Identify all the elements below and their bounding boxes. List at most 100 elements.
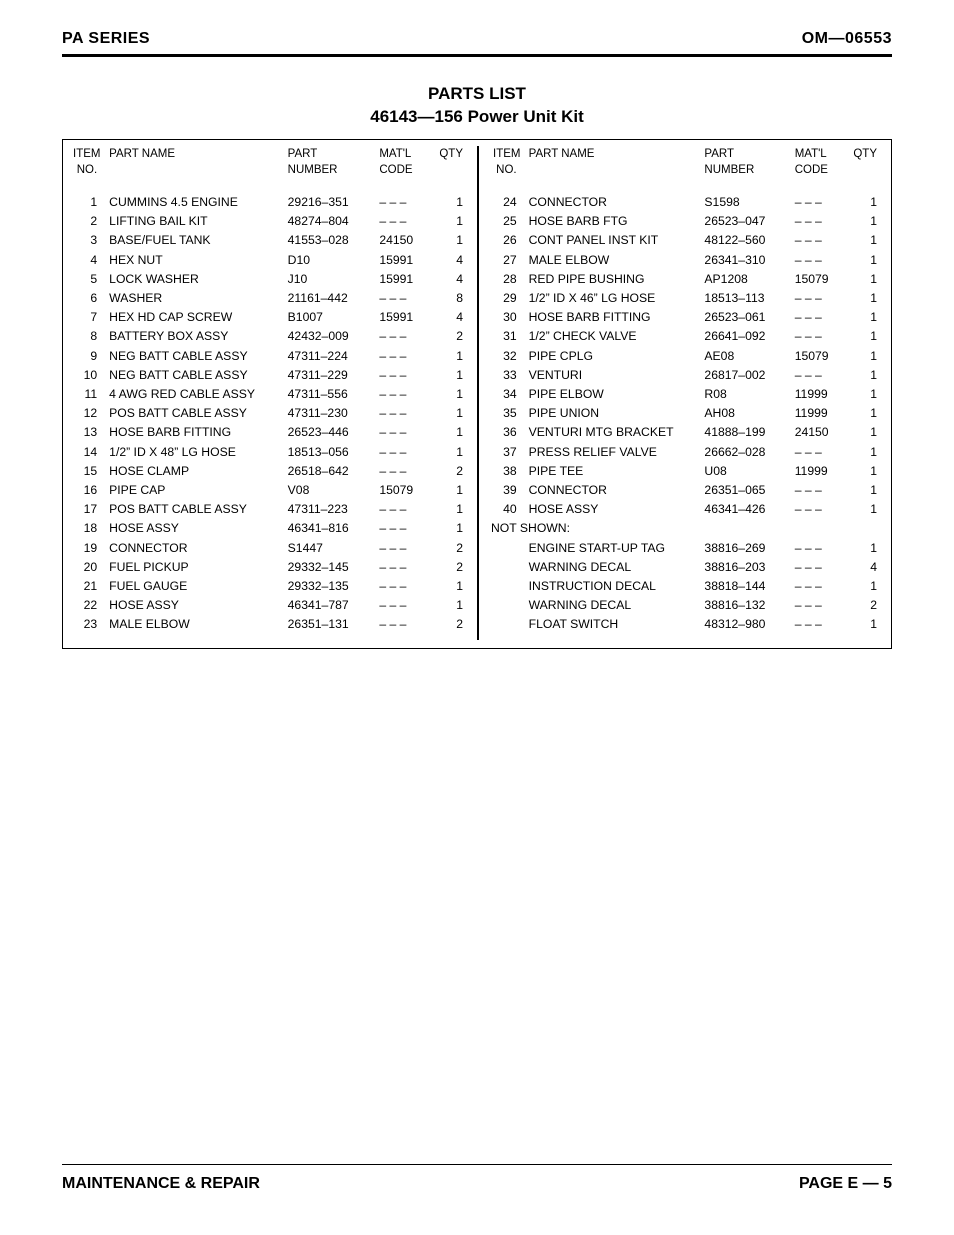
- cell-qty: 1: [847, 212, 883, 231]
- cell-qty: 1: [433, 442, 469, 461]
- cell-matl-code: – – –: [377, 500, 432, 519]
- cell-part-name: 1/2” ID X 46” LG HOSE: [527, 289, 703, 308]
- cell-qty: 1: [847, 577, 883, 596]
- cell-part-name: FUEL PICKUP: [107, 558, 285, 577]
- cell-item-no: 2: [71, 212, 107, 231]
- cell-part-name: VENTURI MTG BRACKET: [527, 423, 703, 442]
- hdr-part: PARTNUMBER: [286, 146, 378, 193]
- table-row: 114 AWG RED CABLE ASSY47311–556– – –1: [71, 385, 469, 404]
- cell-item-no: 22: [71, 596, 107, 615]
- table-row: 28RED PIPE BUSHINGAP1208150791: [491, 270, 883, 289]
- cell-part-name: CUMMINS 4.5 ENGINE: [107, 193, 285, 212]
- cell-matl-code: – – –: [793, 308, 848, 327]
- parts-column-right: ITEMNO. PART NAME PARTNUMBER MAT'LCODE Q…: [477, 146, 883, 635]
- cell-matl-code: – – –: [793, 596, 848, 615]
- cell-part-name: PIPE CAP: [107, 481, 285, 500]
- cell-part-number: U08: [702, 462, 792, 481]
- cell-matl-code: – – –: [793, 481, 848, 500]
- cell-matl-code: – – –: [377, 558, 432, 577]
- cell-matl-code: – – –: [377, 193, 432, 212]
- cell-part-number: 48274–804: [286, 212, 378, 231]
- cell-part-name: CONNECTOR: [527, 481, 703, 500]
- cell-qty: 1: [847, 250, 883, 269]
- cell-item-no: 20: [71, 558, 107, 577]
- table-row: 19CONNECTORS1447– – –2: [71, 538, 469, 557]
- cell-item-no: 35: [491, 404, 527, 423]
- cell-item-no: 1: [71, 193, 107, 212]
- cell-part-name: MALE ELBOW: [527, 250, 703, 269]
- parts-table-right: ITEMNO. PART NAME PARTNUMBER MAT'LCODE Q…: [491, 146, 883, 635]
- cell-matl-code: – – –: [793, 577, 848, 596]
- cell-part-number: 26523–446: [286, 423, 378, 442]
- table-row: 10NEG BATT CABLE ASSY47311–229– – –1: [71, 366, 469, 385]
- cell-part-name: FUEL GAUGE: [107, 577, 285, 596]
- cell-part-name: WARNING DECAL: [527, 596, 703, 615]
- cell-qty: 1: [847, 346, 883, 365]
- cell-matl-code: – – –: [793, 500, 848, 519]
- cell-qty: 1: [847, 423, 883, 442]
- cell-qty: 1: [433, 193, 469, 212]
- cell-item-no: 26: [491, 231, 527, 250]
- cell-part-name: NEG BATT CABLE ASSY: [107, 366, 285, 385]
- cell-item-no: 30: [491, 308, 527, 327]
- cell-qty: 1: [433, 404, 469, 423]
- cell-qty: 2: [847, 596, 883, 615]
- table-row: 3BASE/FUEL TANK41553–028241501: [71, 231, 469, 250]
- parts-table-frame: ITEMNO. PART NAME PARTNUMBER MAT'LCODE Q…: [62, 139, 892, 650]
- cell-part-number: 26817–002: [702, 366, 792, 385]
- cell-part-number: AP1208: [702, 270, 792, 289]
- cell-part-name: HOSE BARB FITTING: [107, 423, 285, 442]
- parts-column-left: ITEMNO. PART NAME PARTNUMBER MAT'LCODE Q…: [71, 146, 477, 635]
- cell-part-number: 48312–980: [702, 615, 792, 634]
- cell-qty: 2: [433, 615, 469, 634]
- cell-item-no: 3: [71, 231, 107, 250]
- cell-part-number: 47311–556: [286, 385, 378, 404]
- title-line1: PARTS LIST: [62, 83, 892, 106]
- cell-part-number: V08: [286, 481, 378, 500]
- footer-bar: MAINTENANCE & REPAIR PAGE E — 5: [62, 1164, 892, 1193]
- table-row: 24CONNECTORS1598– – –1: [491, 193, 883, 212]
- cell-matl-code: – – –: [377, 577, 432, 596]
- cell-qty: 1: [433, 577, 469, 596]
- cell-qty: 1: [433, 596, 469, 615]
- cell-part-name: WASHER: [107, 289, 285, 308]
- hdr-name: PART NAME: [527, 146, 703, 193]
- cell-qty: 1: [847, 270, 883, 289]
- page: PA SERIES OM—06553 PARTS LIST 46143—156 …: [0, 0, 954, 1235]
- table-row: 40HOSE ASSY46341–426– – –1: [491, 500, 883, 519]
- table-row: 27MALE ELBOW26341–310– – –1: [491, 250, 883, 269]
- cell-part-number: B1007: [286, 308, 378, 327]
- cell-item-no: 6: [71, 289, 107, 308]
- cell-qty: 2: [433, 327, 469, 346]
- cell-item-no: 5: [71, 270, 107, 289]
- cell-part-name: 4 AWG RED CABLE ASSY: [107, 385, 285, 404]
- cell-matl-code: – – –: [377, 327, 432, 346]
- table-row: WARNING DECAL38816–132– – –2: [491, 596, 883, 615]
- cell-qty: 2: [433, 538, 469, 557]
- cell-part-number: 38818–144: [702, 577, 792, 596]
- cell-part-name: BASE/FUEL TANK: [107, 231, 285, 250]
- cell-part-name: CONNECTOR: [527, 193, 703, 212]
- cell-qty: 1: [847, 193, 883, 212]
- cell-part-number: 38816–203: [702, 558, 792, 577]
- cell-qty: 4: [433, 250, 469, 269]
- cell-part-number: 26341–310: [702, 250, 792, 269]
- table-row: 23MALE ELBOW26351–131– – –2: [71, 615, 469, 634]
- cell-part-number: 41888–199: [702, 423, 792, 442]
- hdr-part: PARTNUMBER: [702, 146, 792, 193]
- table-row: 25HOSE BARB FTG26523–047– – –1: [491, 212, 883, 231]
- cell-matl-code: – – –: [377, 423, 432, 442]
- table-row: 37PRESS RELIEF VALVE26662–028– – –1: [491, 442, 883, 461]
- table-row: 9NEG BATT CABLE ASSY47311–224– – –1: [71, 346, 469, 365]
- cell-part-name: PIPE ELBOW: [527, 385, 703, 404]
- cell-part-number: D10: [286, 250, 378, 269]
- cell-matl-code: – – –: [377, 289, 432, 308]
- cell-part-number: 41553–028: [286, 231, 378, 250]
- cell-item-no: 34: [491, 385, 527, 404]
- cell-matl-code: – – –: [793, 231, 848, 250]
- cell-part-name: POS BATT CABLE ASSY: [107, 500, 285, 519]
- footer-left: MAINTENANCE & REPAIR: [62, 1175, 260, 1193]
- cell-part-name: 1/2” ID X 48” LG HOSE: [107, 442, 285, 461]
- cell-part-number: 47311–223: [286, 500, 378, 519]
- table-header-row: ITEMNO. PART NAME PARTNUMBER MAT'LCODE Q…: [71, 146, 469, 193]
